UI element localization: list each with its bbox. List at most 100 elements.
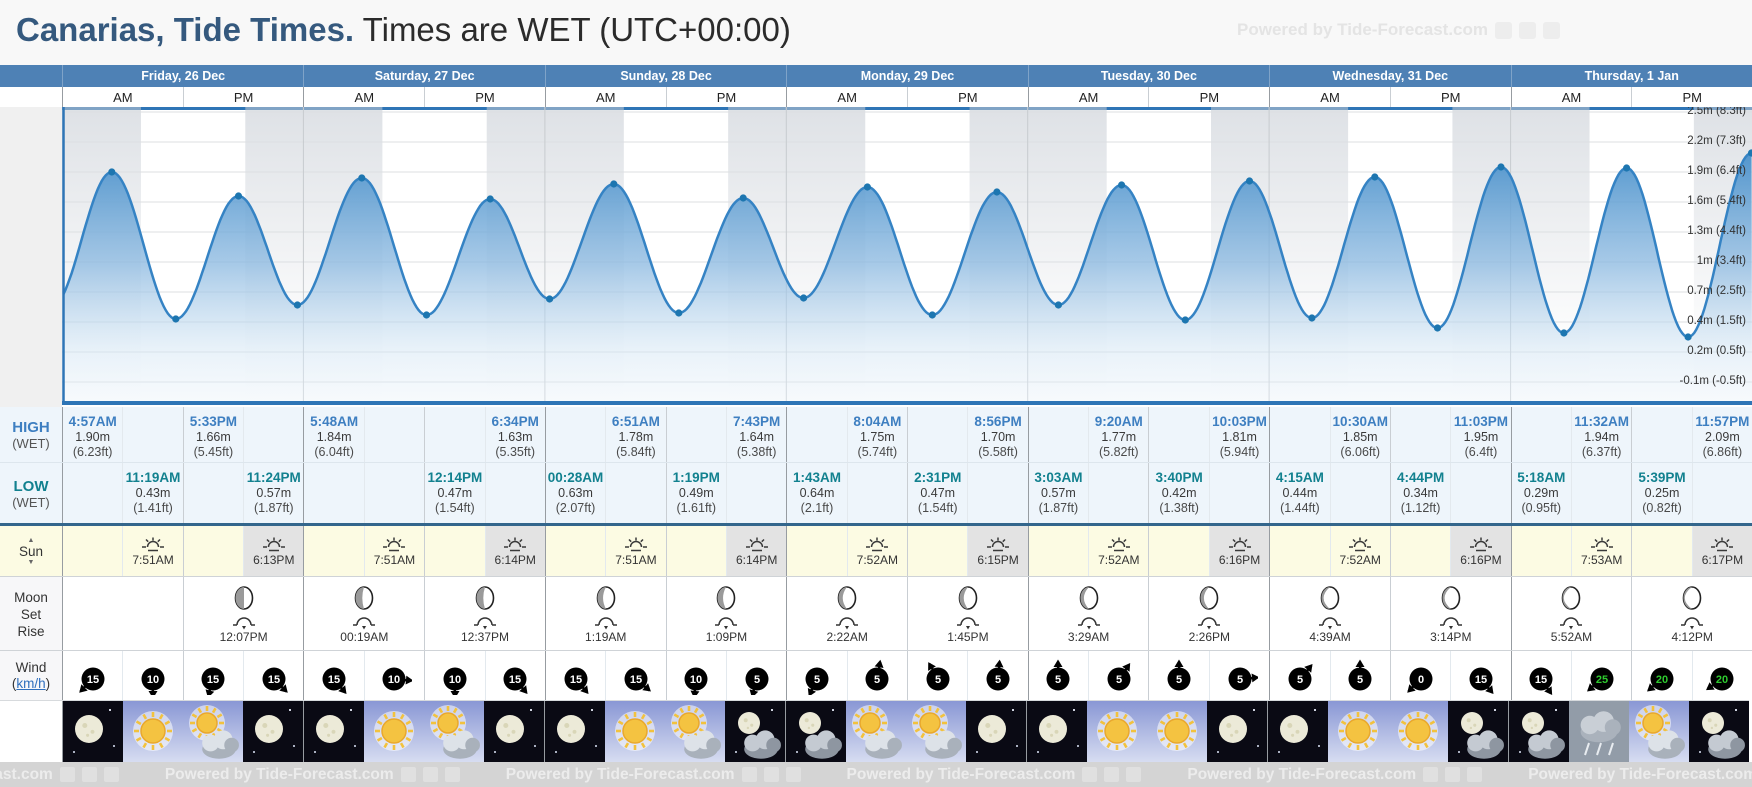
sunrise-icon — [1107, 537, 1130, 551]
moonset-rise-icon — [836, 616, 859, 629]
sun-collapse-down-icon[interactable]: ▼ — [27, 558, 35, 566]
footer-app-store-icon[interactable] — [59, 767, 75, 782]
ampm-cell-am: AM — [1027, 87, 1149, 107]
low-tide-cell — [182, 463, 243, 524]
sun-cell-empty — [1027, 526, 1088, 576]
high-row-label: HIGH (WET) — [0, 407, 62, 462]
footer-app-store-icon[interactable] — [1423, 767, 1439, 782]
low-tide-time: 12:14PM — [427, 470, 483, 485]
footer-powered-by[interactable]: Powered by Tide-Forecast.com — [1528, 766, 1752, 784]
sun-row-label[interactable]: ▲ Sun ▼ — [0, 526, 62, 576]
weather-suncloud-icon — [1629, 701, 1689, 763]
low-tide-event: 11:24PM 0.57m (1.87ft) — [243, 463, 303, 524]
wind-cell: 5 — [1329, 651, 1390, 701]
footer-play-store-icon[interactable] — [1104, 767, 1120, 782]
low-tide-height-m: 0.57m — [256, 486, 292, 500]
page-title-timezone: Times are WET (UTC+00:00) — [354, 11, 791, 48]
footer-app-store-icon[interactable] — [741, 767, 757, 782]
weather-cell-mooncloud — [1448, 701, 1508, 763]
moon-row-label: Moon Set Rise — [0, 577, 62, 651]
svg-text:0: 0 — [1418, 674, 1424, 686]
day-header-6: Thursday, 1 Jan — [1510, 65, 1752, 87]
low-tide-cell — [725, 463, 786, 524]
weather-cell-mooncloud — [785, 701, 846, 763]
footer-play-store-icon[interactable] — [422, 767, 438, 782]
footer-app-badge-icon[interactable] — [1126, 767, 1142, 782]
footer-powered-by[interactable]: Powered by Tide-Forecast.com — [165, 766, 460, 784]
low-tide-time: 11:24PM — [246, 470, 301, 485]
footer-app-badge-icon[interactable] — [1467, 767, 1483, 782]
low-tide-height-m: 0.34m — [1403, 486, 1438, 500]
high-tide-time: 7:43PM — [732, 414, 781, 429]
wind-cell: 15 — [182, 651, 243, 701]
low-tide-cells: 11:19AM 0.43m (1.41ft) 11:24PM 0.57m (1.87ft)… — [62, 463, 1752, 524]
day-header-corner — [0, 65, 62, 87]
moon-cell — [62, 577, 183, 651]
weather-cell-suncloud — [906, 701, 966, 763]
weather-cell-suncloud — [665, 701, 725, 763]
sunrise-cell: 7:52AM — [846, 526, 907, 576]
footer-powered-by[interactable]: Powered by Tide-Forecast.com — [0, 766, 119, 784]
sunrise-icon — [866, 537, 889, 551]
footer-app-store-icon[interactable] — [400, 767, 416, 782]
high-tide-height-m: 1.66m — [196, 430, 231, 444]
high-tide-time: 11:32AM — [1574, 414, 1630, 429]
footer-play-store-icon[interactable] — [1445, 767, 1461, 782]
ampm-row: AM PM AM PM AM PM AM PM AM PM AM PM AM PM — [0, 87, 1752, 107]
high-tide-height-ft: (5.94ft) — [1219, 445, 1260, 459]
high-tide-event: 8:04AM 1.75m (5.74ft) — [846, 407, 907, 462]
low-tide-height-ft: (2.07ft) — [555, 501, 596, 515]
low-tide-event: 4:15AM 0.44m (1.44ft) — [1269, 463, 1329, 524]
footer-app-badge-icon[interactable] — [785, 767, 801, 782]
moon-set-rise-time: 2:22AM — [826, 629, 868, 644]
moon-set-label: Set — [20, 606, 42, 622]
footer-powered-by-text: Powered by Tide-Forecast.com — [1528, 765, 1752, 783]
wind-arrow-icon: 10 — [684, 667, 708, 695]
low-tide-height-ft: (1.87ft) — [253, 501, 294, 515]
powered-by-text: Powered by Tide-Forecast.com — [1237, 20, 1488, 39]
footer-app-badge-icon[interactable] — [103, 767, 119, 782]
y-axis-tick-2: 1.9m (6.4ft) — [1687, 165, 1746, 177]
wind-cell: 0 — [1389, 651, 1450, 701]
high-tide-cell — [1389, 407, 1450, 462]
sunrise-time: 7:51AM — [132, 552, 174, 567]
moon-phase-icon — [1682, 585, 1702, 610]
low-tide-cell — [605, 463, 665, 524]
low-tide-event: 5:39PM 0.25m (0.82ft) — [1631, 463, 1691, 524]
footer-powered-by[interactable]: Powered by Tide-Forecast.com — [506, 766, 801, 784]
footer-play-store-icon[interactable] — [763, 767, 779, 782]
moon-phase-icon — [596, 585, 616, 610]
low-tide-height-m: 0.29m — [1523, 486, 1559, 500]
footer-play-store-icon[interactable] — [81, 767, 97, 782]
moon-set-rise-time: 3:29AM — [1067, 629, 1110, 644]
moon-cell: 12:07PM — [182, 577, 304, 651]
high-tide-height-m: 1.70m — [980, 430, 1016, 444]
wind-cell: 15 — [1450, 651, 1510, 701]
wind-unit-link[interactable]: km/h — [16, 676, 46, 691]
sun-collapse-up-icon[interactable]: ▲ — [27, 536, 35, 544]
low-tide-height-m: 0.44m — [1282, 486, 1318, 500]
low-tide-event: 00:28AM 0.63m (2.07ft) — [544, 463, 605, 524]
high-tide-cell — [786, 407, 846, 462]
wind-cell: 20 — [1631, 651, 1691, 701]
sunset-time: 6:17PM — [1701, 552, 1744, 567]
footer-app-store-icon[interactable] — [1082, 767, 1098, 782]
footer-powered-by[interactable]: Powered by Tide-Forecast.com — [1187, 766, 1483, 784]
low-tide-height-ft: (1.41ft) — [133, 501, 173, 515]
sunset-cell: 6:16PM — [1208, 526, 1270, 576]
ampm-corner — [0, 87, 62, 107]
sun-cell-empty — [303, 526, 363, 576]
high-tide-height-m: 1.85m — [1342, 430, 1378, 444]
low-tide-event: 5:18AM 0.29m (0.95ft) — [1510, 463, 1571, 524]
footer-app-badge-icon[interactable] — [444, 767, 460, 782]
high-tide-height-ft: (5.58ft) — [978, 445, 1018, 459]
weather-sun-icon — [605, 701, 665, 763]
moon-cell: 4:12PM — [1631, 577, 1752, 651]
footer-powered-by[interactable]: Powered by Tide-Forecast.com — [847, 766, 1142, 784]
sunset-cell: 6:15PM — [967, 526, 1028, 576]
low-tide-time: 5:18AM — [1517, 470, 1566, 485]
sunset-time: 6:13PM — [253, 552, 295, 567]
sunrise-time: 7:52AM — [1339, 552, 1381, 567]
high-tide-time: 6:51AM — [611, 414, 660, 429]
wind-cell: 15 — [484, 651, 545, 701]
